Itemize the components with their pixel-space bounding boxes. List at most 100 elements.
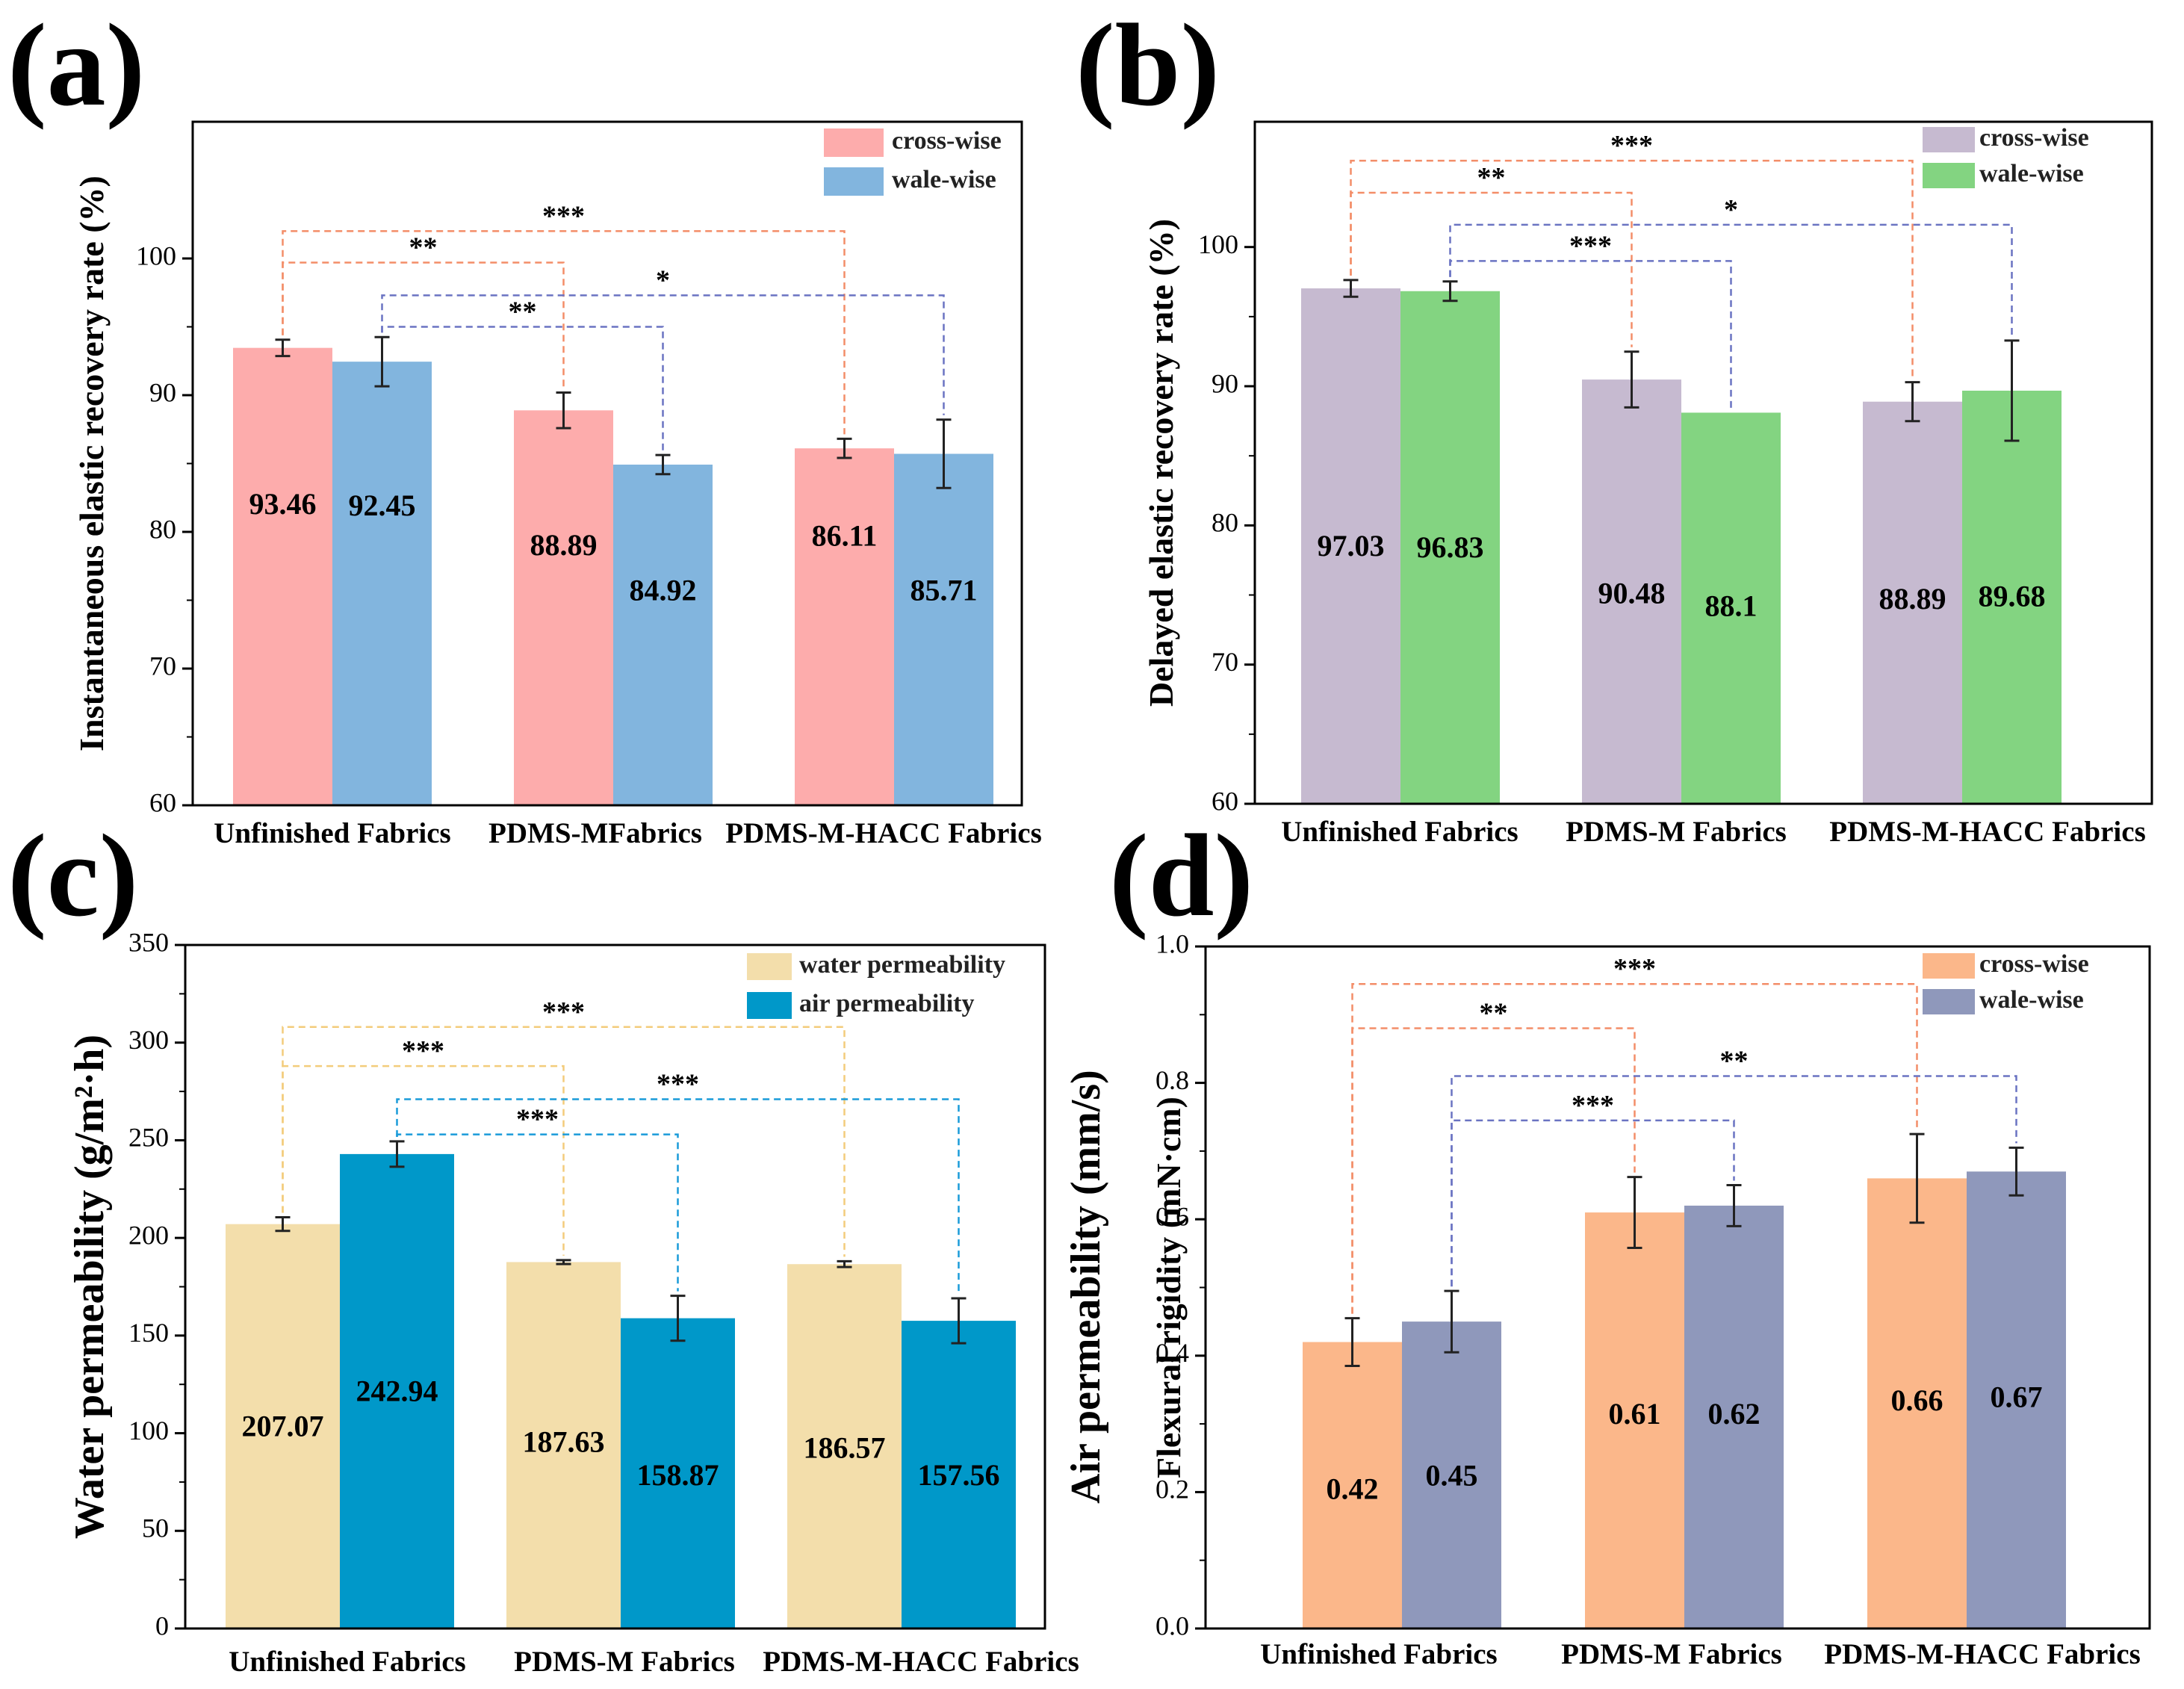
legend-swatch (1923, 989, 1975, 1014)
y-tick-label: 100 (128, 1416, 169, 1445)
bar-value-label: 157.56 (918, 1458, 1000, 1492)
bar-value-label: 92.45 (349, 489, 416, 522)
bar-wale-wise-2 (1967, 1171, 2066, 1628)
legend-swatch (824, 128, 884, 157)
significance-marker: ** (1720, 1045, 1749, 1076)
y-tick-label: 100 (136, 241, 176, 270)
y-tick-label: 90 (149, 377, 176, 407)
legend-label: air permeability (799, 990, 975, 1017)
significance-marker: *** (516, 1104, 559, 1135)
bar-cross-wise-0 (1303, 1342, 1402, 1628)
bar-wale-wise-1 (1681, 412, 1781, 804)
y-tick-label: 60 (149, 787, 176, 817)
bar-value-label: 93.46 (249, 487, 317, 521)
bar-cross-wise-2 (795, 448, 894, 805)
bar-value-label: 97.03 (1318, 529, 1385, 563)
bar-wale-wise-2 (894, 453, 993, 805)
bar-value-label: 88.89 (1879, 582, 1946, 616)
significance-marker: *** (1572, 1090, 1614, 1121)
bar-water-permeability-0 (226, 1224, 340, 1628)
x-category-label: PDMS-M-HACC Fabrics (763, 1646, 1079, 1678)
bar-wale-wise-1 (1684, 1205, 1784, 1628)
significance-marker: *** (402, 1035, 444, 1067)
legend-swatch (1923, 127, 1975, 152)
y-tick-label: 50 (142, 1513, 169, 1543)
y-tick-label: 60 (1212, 786, 1238, 816)
y-tick-label: 80 (1212, 508, 1238, 538)
significance-bracket (1351, 982, 1918, 1314)
x-category-label: PDMS-M-HACC Fabrics (1824, 1638, 2141, 1670)
x-category-label: PDMS-M-HACC Fabrics (725, 817, 1042, 849)
bar-value-label: 96.83 (1417, 530, 1484, 564)
bar-value-label: 88.1 (1705, 589, 1758, 622)
y-tick-label: 70 (1212, 647, 1238, 677)
bar-cross-wise-2 (1863, 401, 1962, 804)
legend-label: water permeability (799, 951, 1005, 979)
legend-label: cross-wise (892, 127, 1002, 155)
significance-marker: *** (657, 1069, 699, 1100)
significance-marker: * (656, 264, 670, 296)
panel-label-d: (d) (1109, 811, 1253, 941)
y-tick-label: 0.0 (1155, 1611, 1189, 1640)
legend-swatch (1923, 953, 1975, 979)
legend-label: wale-wise (1979, 986, 2084, 1014)
bar-value-label: 207.07 (242, 1410, 324, 1443)
bar-value-label: 158.87 (637, 1458, 719, 1492)
legend-label: wale-wise (1979, 160, 2084, 188)
bar-cross-wise-2 (1867, 1178, 1967, 1628)
significance-bracket (1350, 191, 1633, 347)
y-tick-label: 0.8 (1155, 1065, 1189, 1095)
bar-water-permeability-2 (787, 1264, 902, 1628)
y-axis-title: Delayed elastic recovery rate (%) (1142, 219, 1180, 707)
y2-axis-title: Air permeability (mm/s) (1063, 1070, 1109, 1504)
plot-c: 207.07 242.94 187.63 158.87 186.57 157.56 *** *… (66, 927, 1109, 1678)
bar-air-permeability-0 (340, 1153, 454, 1628)
significance-marker: ** (509, 297, 537, 328)
panel-label-c: (c) (7, 811, 138, 941)
panel-label-a: (a) (7, 0, 145, 131)
bar-value-label: 90.48 (1598, 577, 1666, 610)
bar-air-permeability-1 (621, 1318, 735, 1628)
legend-swatch (824, 167, 884, 196)
y-tick-label: 0.4 (1155, 1338, 1189, 1368)
bar-value-label: 89.68 (1979, 579, 2046, 613)
y-tick-label: 350 (128, 927, 169, 957)
legend-swatch (747, 953, 792, 980)
panel-label-b: (b) (1076, 0, 1220, 131)
y-tick-label: 80 (149, 514, 176, 544)
bar-value-label: 86.11 (812, 518, 878, 552)
y-tick-label: 100 (1198, 229, 1238, 259)
legend-swatch (747, 992, 792, 1019)
significance-bracket (396, 1098, 960, 1295)
y-tick-label: 250 (128, 1123, 169, 1153)
bar-wale-wise-1 (613, 464, 713, 805)
significance-marker: ** (409, 232, 438, 263)
y-tick-label: 300 (128, 1025, 169, 1055)
x-category-label: PDMS-M Fabrics (514, 1646, 735, 1678)
bar-value-label: 0.66 (1891, 1383, 1943, 1417)
bar-wale-wise-0 (332, 362, 432, 805)
bar-value-label: 186.57 (804, 1431, 886, 1464)
legend-label: wale-wise (892, 166, 996, 193)
significance-marker: ** (1480, 998, 1508, 1029)
significance-marker: *** (542, 200, 585, 232)
panel-c: (c) 207.07 242.94 187.63 158.87 186.57 157.56… (7, 811, 1109, 1678)
significance-bracket (381, 326, 664, 451)
x-category-label: PDMS-M-HACC Fabrics (1829, 816, 2146, 848)
bar-wale-wise-2 (1962, 390, 2062, 804)
significance-marker: *** (542, 997, 585, 1028)
bar-cross-wise-0 (233, 347, 332, 805)
bar-cross-wise-0 (1301, 288, 1400, 805)
significance-marker: ** (1477, 162, 1506, 193)
bar-value-label: 88.89 (530, 528, 598, 562)
legend-label: cross-wise (1979, 950, 2089, 978)
significance-bracket (1449, 223, 2013, 336)
bar-value-label: 0.45 (1426, 1458, 1478, 1492)
bar-water-permeability-1 (506, 1262, 621, 1628)
significance-bracket (1449, 260, 1732, 409)
y-tick-label: 1.0 (1155, 929, 1189, 958)
bar-wale-wise-0 (1400, 291, 1500, 804)
x-category-label: Unfinished Fabrics (229, 1646, 465, 1678)
